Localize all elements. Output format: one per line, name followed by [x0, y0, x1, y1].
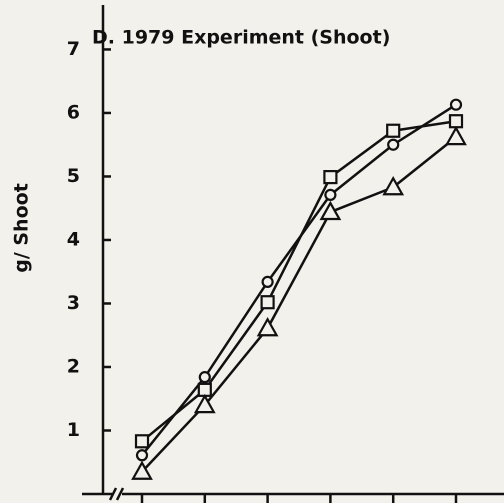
point: [382, 176, 405, 196]
point: [323, 170, 338, 185]
axis-break: [108, 487, 118, 501]
y-axis-label: g/ Shoot: [11, 183, 33, 273]
point: [135, 449, 149, 462]
point: [445, 125, 467, 146]
y-tick-label: 3: [67, 292, 80, 314]
point: [261, 275, 274, 288]
series-line: [141, 119, 457, 443]
chart-title: D. 1979 Experiment (Shoot): [92, 27, 390, 49]
y-tick-label: 7: [67, 38, 80, 60]
y-tick-label: 2: [67, 355, 80, 377]
axis-break: [115, 487, 125, 501]
point: [198, 371, 211, 384]
point: [448, 114, 464, 129]
y-tick-label: 5: [67, 165, 80, 187]
point: [260, 295, 275, 310]
point: [319, 200, 342, 221]
point: [386, 123, 401, 138]
point: [324, 188, 337, 201]
point: [256, 317, 279, 337]
point: [193, 393, 216, 414]
y-tick-label: 1: [67, 419, 80, 441]
series-line: [141, 136, 457, 473]
point: [387, 138, 400, 151]
y-tick-label: 6: [67, 101, 80, 123]
point: [131, 460, 153, 480]
point: [449, 98, 463, 111]
y-tick-label: 4: [67, 228, 80, 250]
point: [134, 434, 150, 449]
